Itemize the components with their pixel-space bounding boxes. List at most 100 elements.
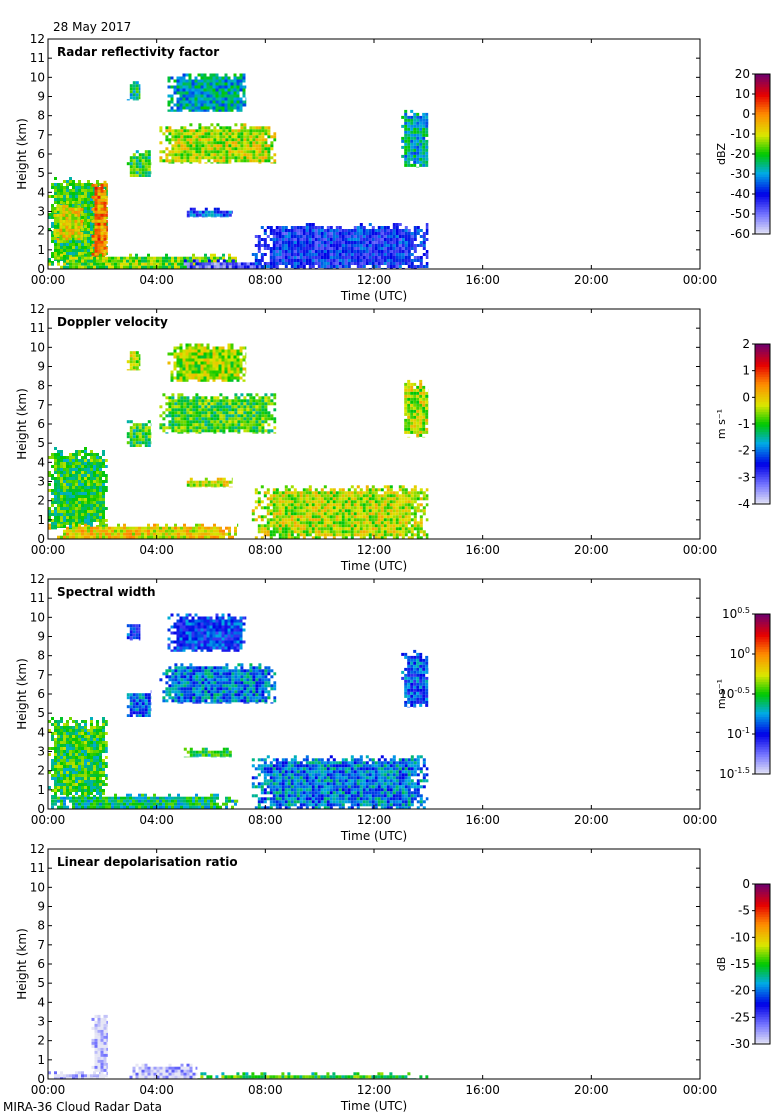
data-cell (293, 524, 297, 528)
data-cell (269, 536, 273, 539)
data-cell (57, 523, 60, 527)
data-cell (233, 376, 237, 380)
data-cell (51, 204, 54, 207)
colorbar-segment (755, 136, 770, 140)
data-cell (356, 256, 360, 259)
data-cell (383, 244, 387, 247)
data-cell (228, 159, 232, 163)
data-cell (84, 529, 87, 533)
data-cell (317, 247, 321, 250)
colorbar-segment (755, 176, 770, 180)
data-cell (204, 207, 208, 211)
data-cell (74, 228, 78, 232)
data-cell (72, 180, 75, 183)
data-cell (135, 159, 139, 163)
data-cell (96, 507, 99, 510)
data-cell (218, 82, 222, 86)
data-cell (63, 243, 66, 246)
data-cell (129, 156, 133, 160)
data-cell (413, 250, 417, 253)
data-cell (75, 477, 78, 480)
data-cell (78, 462, 81, 465)
data-cell (230, 94, 234, 98)
data-cell (56, 216, 60, 220)
data-cell (359, 250, 363, 253)
data-cell (192, 153, 196, 157)
data-cell (350, 256, 354, 259)
data-cell (329, 253, 333, 256)
data-cell (221, 358, 225, 362)
data-cell (264, 129, 268, 133)
data-cell (78, 492, 81, 495)
data-cell (350, 530, 354, 534)
data-cell (84, 201, 87, 204)
data-cell (237, 523, 239, 527)
data-cell (284, 253, 288, 256)
data-cell (410, 142, 414, 146)
data-cell (278, 533, 282, 537)
data-cell (198, 213, 202, 217)
data-cell (106, 240, 108, 244)
data-cell (75, 468, 78, 471)
data-cell (386, 530, 390, 534)
data-cell (206, 373, 210, 377)
data-cell (69, 513, 72, 516)
data-cell (188, 361, 192, 365)
data-cell (218, 94, 222, 98)
data-cell (218, 376, 222, 380)
data-cell (383, 247, 387, 250)
data-cell (186, 535, 189, 539)
data-cell (410, 238, 414, 241)
data-cell (269, 497, 273, 501)
data-cell (228, 529, 231, 533)
data-cell (65, 222, 69, 226)
data-cell (389, 521, 393, 525)
data-cell (305, 247, 309, 250)
data-cell (258, 144, 262, 148)
data-cell (204, 135, 208, 139)
data-cell (296, 524, 300, 528)
data-cell (135, 262, 138, 266)
data-cell (413, 145, 417, 149)
data-cell (201, 259, 204, 263)
data-cell (416, 121, 420, 125)
data-cell (386, 226, 390, 229)
data-cell (413, 512, 417, 516)
data-cell (383, 262, 387, 265)
data-cell (171, 526, 174, 530)
data-cell (287, 256, 291, 259)
data-cell (212, 355, 216, 359)
data-cell (135, 535, 138, 539)
data-cell (395, 536, 399, 539)
data-cell (185, 73, 189, 77)
data-cell (54, 486, 57, 489)
data-cell (159, 156, 163, 160)
data-cell (383, 512, 387, 516)
data-cell (66, 201, 69, 204)
data-cell (100, 246, 104, 250)
data-cell (266, 527, 270, 531)
data-cell (416, 151, 420, 155)
data-cell (270, 135, 274, 139)
data-cell (413, 118, 417, 122)
data-cell (278, 235, 282, 238)
data-cell (281, 226, 285, 229)
x-tick-label: 12:00 (357, 273, 392, 287)
data-cell (191, 97, 195, 101)
data-cell (71, 222, 75, 226)
colorbar-segment (755, 154, 770, 157)
data-cell (416, 112, 420, 116)
data-cell (87, 255, 90, 258)
data-cell (237, 147, 241, 151)
data-cell (377, 253, 381, 256)
data-cell (425, 503, 429, 507)
data-cell (368, 241, 372, 244)
data-cell (407, 518, 411, 522)
data-cell (90, 228, 93, 231)
data-cell (261, 144, 265, 148)
data-cell (87, 246, 90, 249)
data-cell (290, 533, 294, 537)
data-cell (413, 139, 417, 143)
data-cell (200, 370, 204, 374)
data-cell (320, 503, 324, 507)
